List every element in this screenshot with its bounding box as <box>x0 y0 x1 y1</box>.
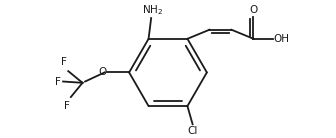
Text: Cl: Cl <box>187 126 198 136</box>
Text: NH$_2$: NH$_2$ <box>142 4 163 17</box>
Text: F: F <box>64 101 70 111</box>
Text: F: F <box>55 76 60 87</box>
Text: F: F <box>61 57 67 67</box>
Text: OH: OH <box>274 34 290 44</box>
Text: O: O <box>99 67 107 77</box>
Text: O: O <box>249 5 258 15</box>
